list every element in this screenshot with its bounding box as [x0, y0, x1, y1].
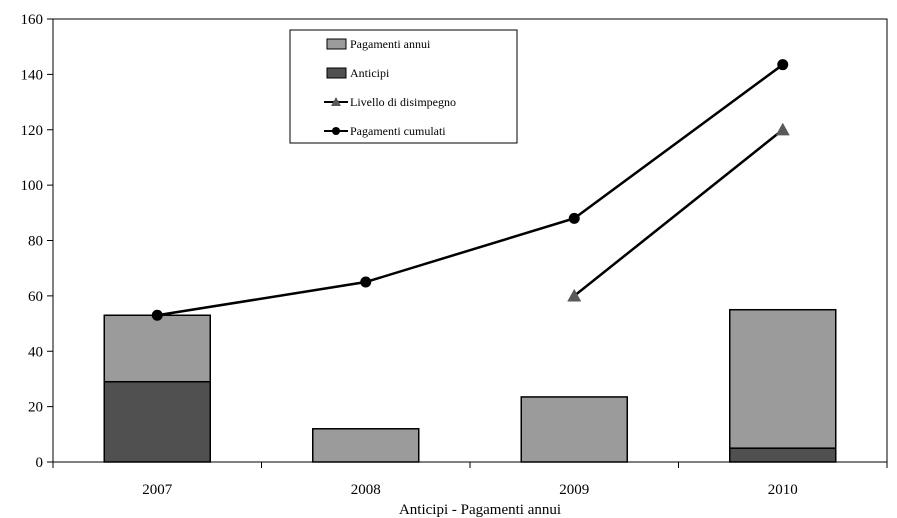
- legend-swatch: [326, 67, 347, 79]
- legend-label: Livello di disimpegno: [350, 95, 456, 109]
- x-tick-label: 2008: [351, 482, 381, 498]
- y-tick-label: 120: [21, 123, 44, 139]
- legend-swatch: [326, 38, 347, 50]
- y-tick-label: 20: [28, 400, 43, 416]
- y-tick-label: 0: [36, 455, 44, 471]
- bar-pagamenti-annui: [520, 396, 628, 463]
- line-pagamenti-cumulati: [157, 63, 784, 317]
- x-tick-label: 2009: [559, 482, 589, 498]
- y-tick-label: 160: [21, 12, 44, 28]
- point-pagamenti-cumulati: [568, 212, 580, 224]
- legend-label: Pagamenti cumulati: [350, 124, 446, 138]
- x-tick-label: 2010: [768, 482, 798, 498]
- legend-label: Anticipi: [350, 66, 390, 80]
- bar-pagamenti-annui: [103, 314, 211, 383]
- y-axis: 0 20 40 60 80 100 120 140 160: [21, 12, 53, 471]
- line-livello-di-disimpegno: [573, 128, 784, 297]
- y-tick-label: 140: [21, 67, 44, 83]
- point-pagamenti-cumulati: [777, 59, 789, 71]
- point-pagamenti-cumulati: [360, 276, 372, 288]
- point-pagamenti-cumulati: [151, 309, 163, 321]
- y-tick-label: 60: [28, 289, 43, 305]
- line-series: [151, 59, 790, 321]
- bar-series: [103, 308, 837, 463]
- x-axis-label: Anticipi - Pagamenti annui: [399, 502, 561, 518]
- bar-anticipi: [729, 447, 837, 463]
- legend-label: Pagamenti annui: [350, 37, 431, 51]
- x-tick-label: 2007: [142, 482, 173, 498]
- legend-marker: [331, 97, 341, 106]
- bar-anticipi: [103, 380, 211, 463]
- legend: Pagamenti annui Anticipi Livello di disimp…: [289, 29, 518, 144]
- x-axis: 2007 2008 2009 2010: [52, 462, 888, 498]
- y-tick-label: 40: [28, 344, 43, 360]
- bar-pagamenti-annui: [312, 428, 420, 463]
- y-tick-label: 80: [28, 234, 43, 250]
- point-livello-di-disimpegno: [567, 288, 582, 302]
- point-livello-di-disimpegno: [775, 122, 790, 136]
- bar-pagamenti-annui: [729, 308, 837, 449]
- legend-marker: [332, 127, 340, 135]
- y-tick-label: 100: [21, 178, 44, 194]
